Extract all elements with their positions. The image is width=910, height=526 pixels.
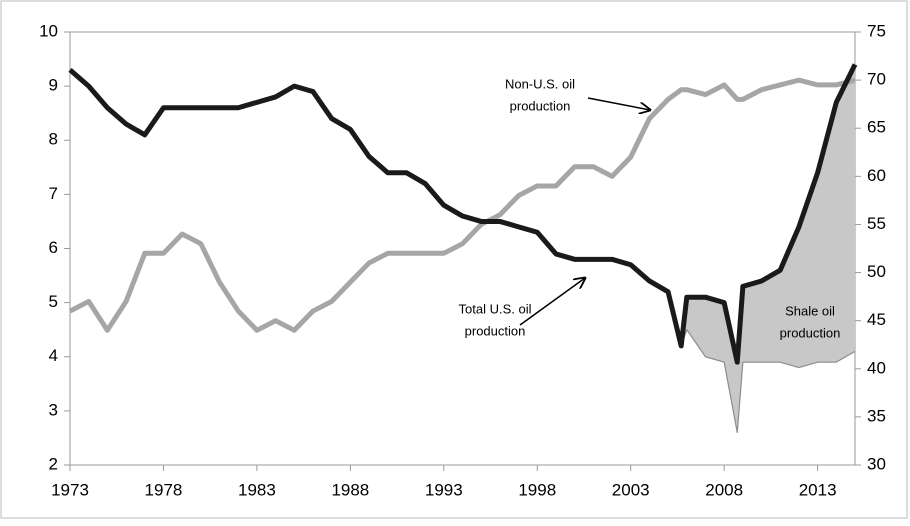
y-tick-label: 7 (49, 184, 58, 203)
line-series (68, 77, 856, 333)
y2-tick-label: 55 (867, 214, 886, 233)
x-tick-label: 1988 (331, 480, 369, 499)
annotation: Shale oil (785, 303, 835, 318)
annotation: production (510, 98, 571, 113)
y2-tick-label: 40 (867, 358, 886, 377)
y-tick-label: 5 (49, 292, 58, 311)
y2-tick-label: 70 (867, 70, 886, 89)
y2-tick-label: 75 (867, 21, 886, 40)
x-tick-label: 1993 (425, 480, 463, 499)
y-tick-label: 6 (49, 238, 58, 257)
y-tick-label: 9 (49, 76, 58, 95)
annotation: production (465, 323, 526, 338)
x-tick-label: 1973 (51, 480, 89, 499)
x-tick-label: 2013 (799, 480, 837, 499)
y2-tick-label: 60 (867, 166, 886, 185)
x-tick-label: 2008 (705, 480, 743, 499)
y-tick-label: 3 (49, 400, 58, 419)
y2-tick-label: 50 (867, 262, 886, 281)
y2-tick-label: 45 (867, 310, 886, 329)
line-series (680, 329, 856, 434)
y2-tick-label: 35 (867, 406, 886, 425)
y2-tick-label: 30 (867, 454, 886, 473)
arrow (519, 278, 585, 326)
y-tick-label: 8 (49, 130, 58, 149)
x-tick-label: 2003 (612, 480, 650, 499)
annotation: Total U.S. oil (459, 301, 532, 316)
y-tick-label: 4 (49, 346, 58, 365)
x-tick-label: 1978 (145, 480, 183, 499)
y2-tick-label: 65 (867, 118, 886, 137)
y-tick-label: 2 (49, 454, 58, 473)
x-tick-label: 1998 (518, 480, 556, 499)
annotation: Non-U.S. oil (505, 76, 575, 91)
y-tick-label: 10 (39, 21, 58, 40)
annotation: production (780, 325, 841, 340)
x-tick-label: 1983 (238, 480, 276, 499)
line-series (68, 63, 858, 365)
arrow (587, 97, 650, 110)
shale-area (681, 64, 855, 433)
